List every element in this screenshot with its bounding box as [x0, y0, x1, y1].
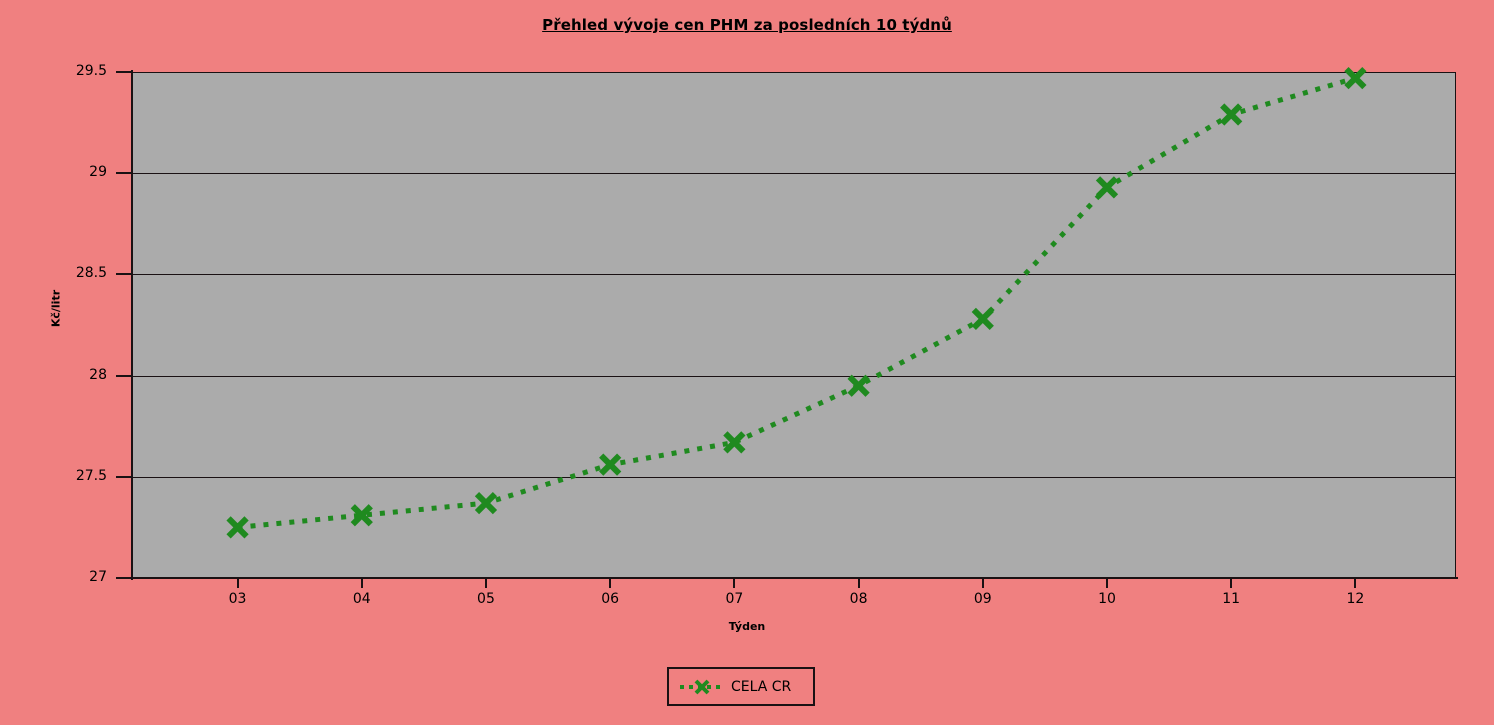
x-tick-mark — [981, 577, 984, 588]
x-tick-mark — [484, 577, 487, 588]
y-tick-label: 29.5 — [75, 63, 107, 79]
y-tick-mark — [116, 475, 132, 478]
x-tick-mark — [1354, 577, 1357, 588]
y-tick-label: 28.5 — [75, 265, 107, 282]
x-tick-label: 08 — [849, 591, 868, 607]
legend-line-sample — [680, 679, 724, 694]
gridline — [133, 274, 1455, 276]
x-tick-label: 05 — [477, 591, 495, 607]
y-tick-label: 27.5 — [75, 467, 107, 484]
gridline — [133, 375, 1455, 377]
y-tick-mark — [116, 71, 132, 73]
x-tick-label: 11 — [1222, 591, 1241, 607]
y-axis-spine — [131, 70, 133, 580]
x-tick-label: 12 — [1346, 591, 1365, 607]
y-tick-label: 28 — [89, 366, 107, 383]
x-tick-mark — [857, 577, 860, 588]
x-tick-mark — [360, 577, 363, 588]
y-tick-mark — [116, 374, 132, 377]
x-axis-spine — [116, 577, 1458, 579]
x-tick-label: 04 — [352, 591, 371, 607]
x-tick-label: 07 — [725, 591, 744, 607]
y-tick-mark — [116, 577, 132, 579]
x-tick-label: 09 — [973, 591, 992, 607]
gridline — [133, 173, 1455, 175]
y-tick-label: 27 — [89, 569, 107, 585]
chart-title: Přehled vývoje cen PHM za posledních 10 … — [542, 16, 952, 34]
x-tick-mark — [609, 577, 612, 588]
y-tick-label: 29 — [89, 164, 107, 181]
x-tick-label: 10 — [1098, 591, 1116, 607]
y-tick-mark — [116, 273, 132, 276]
legend-label: CELA CR — [731, 678, 792, 695]
x-tick-mark — [1105, 577, 1108, 588]
x-axis-label: Týden — [728, 620, 766, 633]
x-tick-mark — [1230, 577, 1233, 588]
y-axis-label: Kč/litr — [49, 289, 63, 328]
x-tick-label: 06 — [601, 591, 620, 607]
legend[interactable]: CELA CR — [667, 667, 815, 706]
x-tick-mark — [733, 577, 736, 588]
plot-area — [132, 72, 1456, 578]
x-tick-label: 03 — [228, 591, 247, 607]
x-tick-mark — [236, 577, 239, 588]
gridline — [133, 476, 1455, 478]
y-tick-mark — [116, 172, 132, 175]
